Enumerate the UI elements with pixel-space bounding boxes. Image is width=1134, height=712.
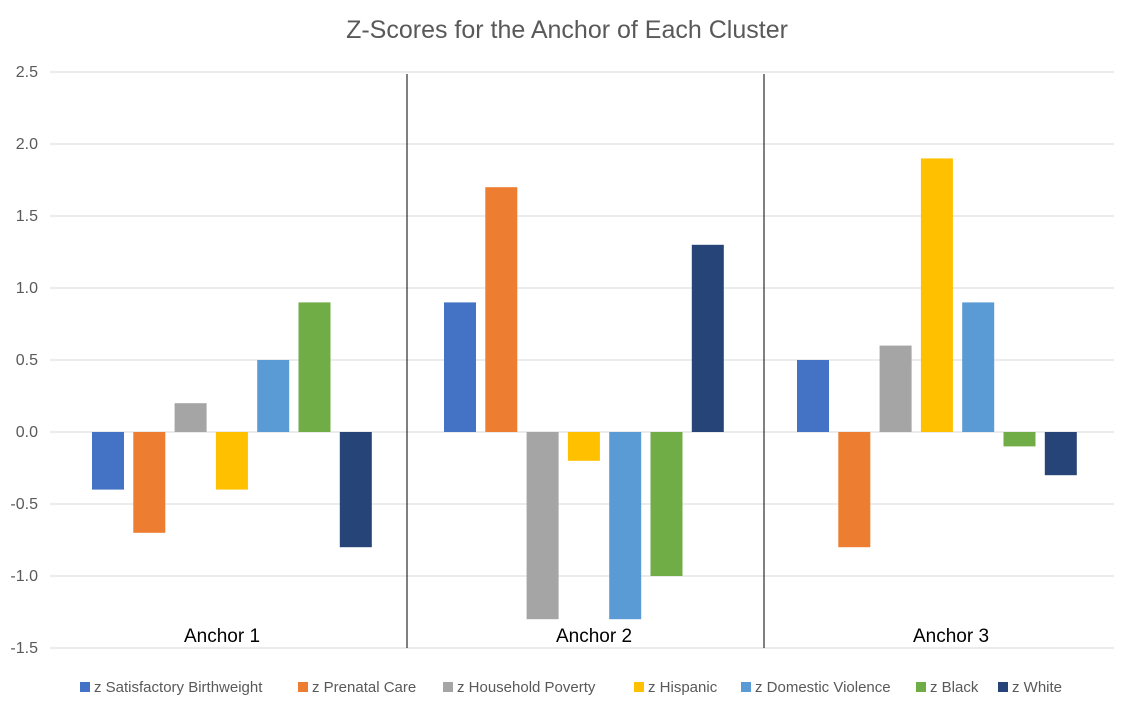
bar: [1044, 432, 1077, 476]
legend-swatch: [80, 682, 90, 692]
category-label: Anchor 2: [556, 626, 632, 647]
y-tick-label: 0.0: [16, 424, 38, 441]
bar: [962, 302, 995, 432]
y-tick-label: -1.0: [10, 568, 38, 585]
y-tick-label: -1.5: [10, 640, 38, 657]
legend: z Satisfactory Birthweight z Prenatal Car…: [80, 679, 1062, 696]
legend-swatch: [916, 682, 926, 692]
y-tick-label: 2.5: [16, 64, 38, 81]
bars: [92, 158, 1077, 620]
legend-swatch: [998, 682, 1008, 692]
bar: [567, 432, 600, 461]
legend-swatch: [634, 682, 644, 692]
category-label: Anchor 1: [184, 626, 260, 647]
bar: [174, 403, 207, 432]
category-label: Anchor 3: [913, 626, 989, 647]
bar: [215, 432, 248, 490]
legend-label: z Domestic Violence: [755, 679, 891, 696]
y-tick-label: 1.5: [16, 208, 38, 225]
y-axis-tick-labels: 2.5 2.0 1.5 1.0 0.5 0.0 -0.5 -1.0 -1.5: [10, 64, 38, 657]
category-labels: Anchor 1 Anchor 2 Anchor 3: [184, 626, 989, 647]
category-separators: [406, 74, 765, 648]
bar: [339, 432, 372, 548]
bar: [609, 432, 642, 620]
gridlines: [50, 71, 1114, 649]
bar: [485, 187, 518, 432]
bar: [691, 244, 724, 432]
legend-label: z Household Poverty: [457, 679, 596, 696]
y-tick-label: 0.5: [16, 352, 38, 369]
bar: [298, 302, 331, 432]
y-tick-label: -0.5: [10, 496, 38, 513]
bar: [879, 345, 912, 432]
bar: [1003, 432, 1036, 447]
bar: [92, 432, 124, 490]
bar: [797, 360, 829, 432]
legend-label: z White: [1012, 679, 1062, 696]
chart-title: Z-Scores for the Anchor of Each Cluster: [346, 16, 788, 44]
bar: [257, 360, 290, 432]
bar: [920, 158, 953, 432]
legend-label: z Hispanic: [648, 679, 718, 696]
legend-label: z Satisfactory Birthweight: [94, 679, 263, 696]
legend-swatch: [741, 682, 751, 692]
y-tick-label: 1.0: [16, 280, 38, 297]
legend-label: z Prenatal Care: [312, 679, 416, 696]
y-tick-label: 2.0: [16, 136, 38, 153]
legend-swatch: [443, 682, 453, 692]
legend-swatch: [298, 682, 308, 692]
bar: [526, 432, 559, 620]
bar: [838, 432, 871, 548]
legend-label: z Black: [930, 679, 979, 696]
bar: [133, 432, 166, 533]
bar: [444, 302, 476, 432]
bar: [650, 432, 683, 576]
